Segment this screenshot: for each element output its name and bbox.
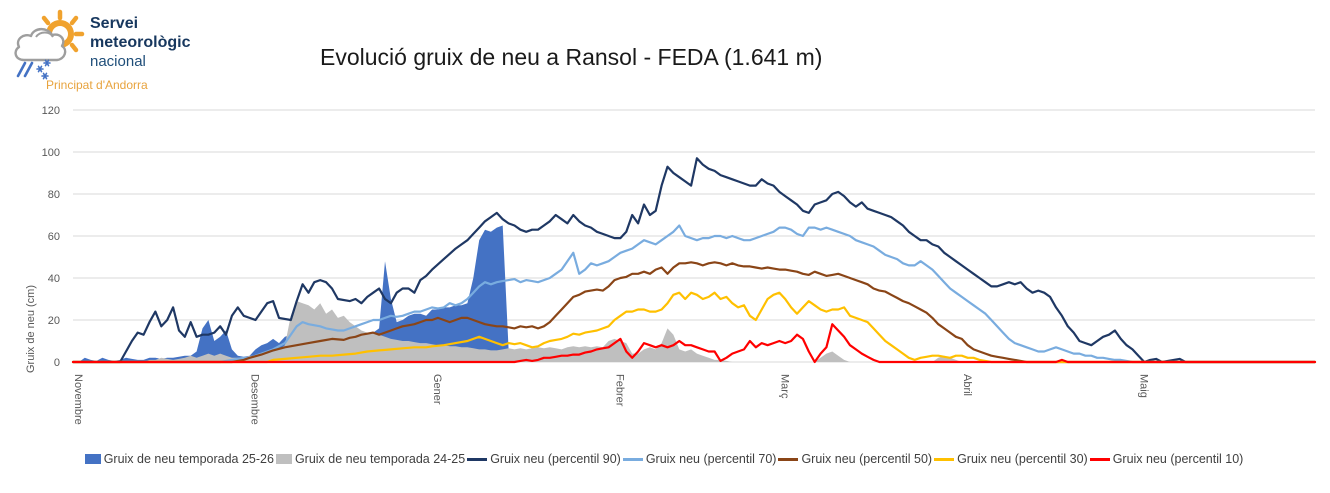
series-gruix-neu-percentil-90: [71, 157, 1317, 364]
legend-item-gruix-neu-percentil-70: Gruix neu (percentil 70): [622, 452, 777, 466]
x-tick-label-maig: Maig: [1137, 374, 1149, 398]
series-gruix-de-neu-temporada-24-25: [73, 301, 1315, 362]
y-tick-label: 0: [54, 357, 60, 369]
legend-swatch: [1089, 457, 1110, 461]
series-gruix-de-neu-temporada-25-26: [73, 225, 515, 362]
logo-line-2: meteorològic: [90, 34, 191, 51]
legend-swatch: [275, 454, 292, 464]
x-tick-label-febrer: Febrer: [614, 374, 626, 407]
legend-item-gruix-de-neu-temporada-25-26: Gruix de neu temporada 25-26: [84, 452, 274, 466]
legend-swatch: [622, 457, 643, 461]
y-axis-title: Gruix de neu (cm): [25, 284, 37, 374]
x-tick-label-mar: Març: [778, 374, 790, 399]
legend-label: Gruix neu (percentil 10): [1112, 452, 1244, 466]
logo-line-1: Servei: [90, 15, 139, 32]
y-tick-label: 20: [48, 315, 60, 327]
x-tick-label-abril: Abril: [961, 374, 973, 396]
series-gruix-neu-percentil-10: [71, 323, 1317, 364]
legend-item-gruix-neu-percentil-10: Gruix neu (percentil 10): [1089, 452, 1244, 466]
snow-depth-chart: Gruix de neu (cm) 0 20 40 60 80 100 120 Novembr…: [0, 95, 1330, 445]
series-gruix-neu-percentil-30: [71, 291, 1317, 364]
logo-text: Servei meteorològic nacional: [90, 14, 190, 71]
weather-logo-icon: [14, 9, 85, 80]
y-tick-label: 60: [48, 231, 60, 243]
legend-swatch: [778, 457, 799, 461]
legend-item-gruix-neu-percentil-50: Gruix neu (percentil 50): [778, 452, 932, 466]
chart-title: Evolució gruix de neu a Ransol - FEDA (1…: [320, 44, 823, 70]
snowflakes-icon: [36, 59, 51, 80]
legend-item-gruix-de-neu-temporada-24-25: Gruix de neu temporada 24-25: [275, 452, 466, 466]
legend-label: Gruix neu (percentil 70): [645, 452, 777, 466]
x-tick-label-gener: Gener: [431, 374, 443, 405]
legend-label: Gruix neu (percentil 30): [957, 452, 1088, 466]
legend-label: Gruix de neu temporada 25-26: [103, 452, 274, 466]
cloud-detail-icon: [35, 31, 54, 38]
legend-label: Gruix de neu temporada 24-25: [294, 452, 466, 466]
y-tick-label: 40: [48, 273, 60, 285]
y-tick-label: 120: [42, 105, 60, 117]
x-tick-label-novembre: Novembre: [72, 374, 84, 425]
series-gruix-neu-percentil-70: [71, 224, 1317, 364]
legend-swatch: [467, 457, 488, 461]
series-gruix-neu-percentil-50: [71, 261, 1317, 364]
legend-item-gruix-neu-percentil-90: Gruix neu (percentil 90): [467, 452, 621, 466]
legend-item-gruix-neu-percentil-30: Gruix neu (percentil 30): [934, 452, 1088, 466]
legend-swatch: [84, 454, 101, 464]
chart-legend: Gruix de neu temporada 25-26 Gruix de neu…: [0, 452, 1330, 466]
legend-swatch: [934, 457, 955, 461]
logo-subtitle: Principat d'Andorra: [46, 78, 148, 92]
legend-label: Gruix neu (percentil 90): [490, 452, 621, 466]
legend-label: Gruix neu (percentil 50): [801, 452, 933, 466]
y-tick-label: 80: [48, 189, 60, 201]
logo-line-3: nacional: [90, 53, 146, 70]
chart-canvas: 0 20 40 60 80 100 120 Novembre Desembre Gener Febr…: [42, 105, 1317, 425]
rain-icon: [16, 61, 34, 78]
y-tick-label: 100: [42, 147, 60, 159]
x-tick-label-desembre: Desembre: [249, 374, 261, 425]
smn-logo: Servei meteorològic nacional Principat d…: [10, 6, 230, 98]
